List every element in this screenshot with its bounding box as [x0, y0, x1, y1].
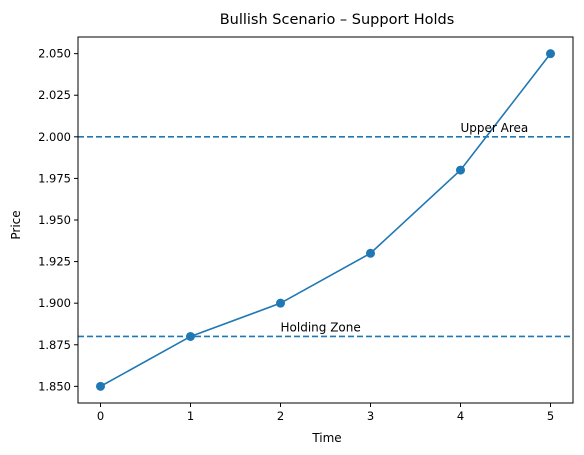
- data-point-0-0: [96, 381, 105, 391]
- data-point-0-4: [456, 165, 465, 175]
- y-tick-label-2: 1.900: [38, 296, 71, 310]
- data-point-0-3: [366, 248, 375, 258]
- data-point-0-5: [546, 49, 555, 59]
- x-tick-label-5: 5: [547, 409, 554, 423]
- y-axis-label: Price: [9, 210, 23, 239]
- y-tick-label-6: 2.000: [38, 130, 71, 144]
- x-tick-label-3: 3: [367, 409, 374, 423]
- annotation-0: Upper Area: [461, 121, 529, 135]
- ticks-group: 0 1 2 3 4 5 1.850 1.875 1.900 1.925 1.950 1.975 2.00…: [38, 47, 554, 423]
- x-tick-label-4: 4: [457, 409, 464, 423]
- y-tick-label-7: 2.025: [38, 88, 71, 102]
- x-tick-label-0: 0: [97, 409, 104, 423]
- y-tick-label-4: 1.950: [38, 213, 71, 227]
- x-tick-label-2: 2: [277, 409, 284, 423]
- data-point-0-1: [186, 331, 195, 341]
- annotation-1: Holding Zone: [281, 320, 361, 334]
- data-point-0-2: [276, 298, 285, 308]
- chart-title: Bullish Scenario – Support Holds: [220, 12, 455, 28]
- x-tick-label-1: 1: [187, 409, 194, 423]
- y-tick-label-8: 2.050: [38, 47, 71, 61]
- plot-area: Upper Area Holding Zone: [78, 49, 573, 391]
- y-tick-label-0: 1.850: [38, 379, 71, 393]
- y-tick-label-1: 1.875: [38, 338, 71, 352]
- y-tick-label-3: 1.925: [38, 255, 71, 269]
- series-line-0: [100, 53, 552, 388]
- y-tick-label-5: 1.975: [38, 171, 71, 185]
- x-axis-label: Time: [311, 431, 341, 445]
